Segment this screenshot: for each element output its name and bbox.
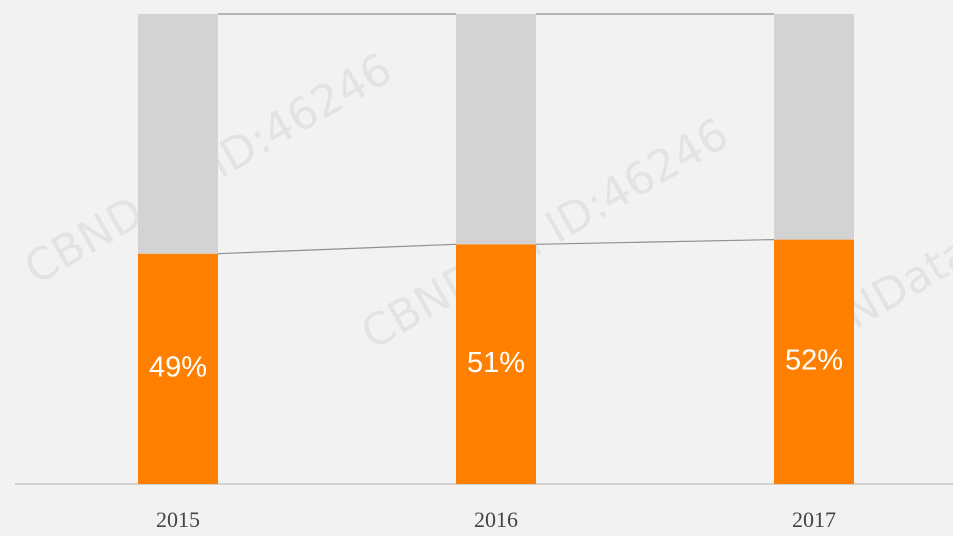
bar-segment xyxy=(774,239,854,484)
x-tick-label: 2016 xyxy=(474,507,518,532)
connector-line xyxy=(535,239,775,245)
bar-segment xyxy=(138,14,218,254)
x-tick-label: 2017 xyxy=(792,507,836,532)
x-tick-label: 2015 xyxy=(156,507,200,532)
bar-segment xyxy=(138,253,218,484)
value-label: 49% xyxy=(149,352,207,384)
connector-line xyxy=(217,243,457,255)
bar-segment xyxy=(456,244,536,484)
bar-segment xyxy=(774,14,854,240)
value-label: 51% xyxy=(467,347,525,379)
bar-segment xyxy=(456,14,536,245)
value-label: 52% xyxy=(785,344,843,376)
